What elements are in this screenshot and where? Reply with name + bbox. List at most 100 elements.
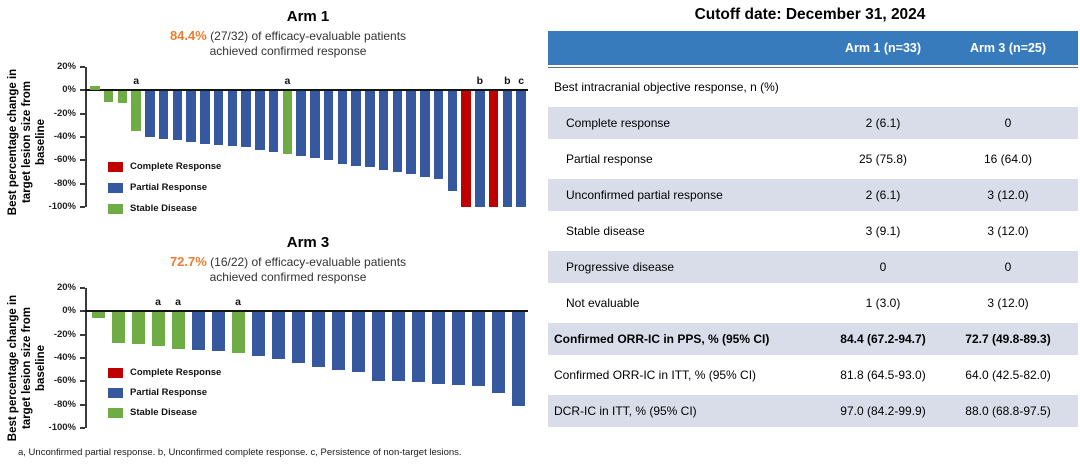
response-rate-highlight: 84.4% — [169, 28, 207, 43]
y-axis-tick-label: -60% — [53, 375, 76, 387]
waterfall-bar — [511, 312, 525, 406]
legend-label: Complete Response — [130, 367, 222, 378]
chart-subtitle-arm3: 72.7% (16/22) of efficacy-evaluable pati… — [68, 254, 508, 285]
waterfall-bar — [211, 312, 225, 351]
waterfall-bar — [475, 91, 485, 207]
waterfall-plot-arm1: 20% 0% -20% -40% -60% -80% -100% a a b b c Complete … — [49, 61, 528, 214]
legend-label: Partial Response — [130, 182, 208, 193]
y-axis-line — [85, 67, 87, 207]
table-row: Not evaluable 1 (3.0) 3 (12.0) — [548, 285, 1078, 321]
legend-item: Partial Response — [108, 182, 207, 193]
row-label: Confirmed ORR-IC in ITT, % (95% CI) — [554, 368, 757, 382]
response-table: Arm 1 (n=33) Arm 3 (n=25) Best intracran… — [548, 31, 1078, 429]
waterfall-bar — [296, 91, 306, 156]
waterfall-bar — [271, 312, 285, 360]
stable_disease-legend-swatch — [108, 407, 123, 418]
waterfall-bar — [406, 91, 416, 175]
y-axis-tick-label: 0% — [62, 305, 76, 317]
waterfall-bar — [516, 91, 526, 207]
table-row: Unconfirmed partial response 2 (6.1) 3 (12… — [548, 177, 1078, 213]
bar-annotation: b — [476, 75, 484, 88]
row-label: Not evaluable — [566, 296, 640, 310]
waterfall-bar — [227, 91, 238, 147]
arm1-value: 0 — [879, 260, 887, 274]
waterfall-bar — [171, 312, 185, 349]
waterfall-bar — [351, 91, 361, 167]
bar-annotation: a — [133, 75, 140, 88]
waterfall-bar — [371, 312, 385, 382]
y-axis-tick-label: 0% — [62, 84, 76, 96]
waterfall-bar — [323, 91, 334, 161]
waterfall-bar — [255, 91, 265, 150]
y-axis-tick-label: -20% — [53, 107, 76, 119]
zero-baseline — [85, 89, 528, 92]
table-row: Stable disease 3 (9.1) 3 (12.0) — [548, 213, 1078, 249]
legend-item: Partial Response — [108, 387, 207, 398]
arm1-value: 81.8 (64.5-93.0) — [840, 368, 926, 382]
y-axis-tick-label: -60% — [53, 154, 76, 166]
y-axis-tick — [80, 112, 85, 115]
row-label: Best intracranial objective response, n … — [554, 80, 779, 94]
subtitle-rest: (27/32) of efficacy-evaluable patients — [206, 29, 407, 43]
waterfall-bar — [251, 312, 265, 356]
y-axis-tick-label: -40% — [53, 131, 76, 142]
arm3-value: 3 (12.0) — [987, 224, 1029, 238]
complete_response-legend-swatch — [108, 367, 123, 378]
waterfall-bar — [431, 312, 445, 384]
waterfall-bar — [392, 91, 403, 172]
arm3-value: 3 (12.0) — [987, 296, 1029, 310]
waterfall-bar — [502, 91, 513, 207]
y-axis-tick — [80, 287, 85, 289]
results-table-panel: Cutoff date: December 31, 2024 Arm 1 (n=… — [540, 0, 1080, 464]
y-axis-tick-label: -100% — [48, 422, 76, 433]
subtitle-line2: achieved confirmed response — [209, 270, 367, 284]
waterfall-bar — [351, 312, 365, 372]
arm1-value: 97.0 (84.2-99.9) — [840, 404, 926, 418]
y-axis-tick — [80, 333, 85, 336]
arm1-value: 25 (75.8) — [858, 152, 908, 166]
arm3-value: 16 (64.0) — [983, 152, 1033, 166]
arm3-waterfall-chart: Arm 3 72.7% (16/22) of efficacy-evaluabl… — [0, 226, 540, 451]
waterfall-bar — [365, 91, 375, 168]
waterfall-bar — [231, 312, 245, 354]
arm1-value: 3 (9.1) — [865, 224, 901, 238]
waterfall-bar — [282, 91, 293, 155]
zero-baseline — [85, 310, 528, 313]
waterfall-bar — [331, 312, 345, 370]
waterfall-bar — [158, 91, 169, 140]
waterfall-bar — [447, 91, 458, 191]
waterfall-bar — [131, 312, 145, 344]
legend-item: Stable Disease — [108, 203, 197, 214]
waterfall-bar — [420, 91, 430, 177]
footnote: a, Unconfirmed partial response. b, Unco… — [18, 447, 462, 458]
chart-subtitle-arm1: 84.4% (27/32) of efficacy-evaluable pati… — [68, 28, 508, 59]
waterfall-bar — [172, 91, 183, 141]
table-row: DCR-IC in ITT, % (95% CI) 97.0 (84.2-99.9… — [548, 393, 1078, 429]
y-axis-title-line: Best percentage change in — [7, 68, 19, 216]
waterfall-bar — [117, 91, 128, 104]
bar-annotation: a — [175, 296, 181, 309]
row-label: Complete response — [566, 116, 671, 130]
waterfall-bar — [200, 91, 210, 144]
response-rate-highlight: 72.7% — [169, 254, 207, 269]
y-axis-title-line: target lesion size from — [21, 306, 33, 430]
y-axis-tick-label: -100% — [48, 201, 76, 212]
waterfall-bar — [213, 91, 224, 146]
y-axis-tick-label: -40% — [53, 352, 76, 363]
y-axis-line — [85, 288, 87, 428]
y-axis-tick-label: 20% — [56, 282, 76, 293]
waterfall-bar — [291, 312, 305, 363]
arm1-value: 1 (3.0) — [865, 296, 901, 310]
table-row: Partial response 25 (75.8) 16 (64.0) — [548, 141, 1078, 177]
table-row: Confirmed ORR-IC in ITT, % (95% CI) 81.8 … — [548, 357, 1078, 393]
y-axis-tick-label: -20% — [53, 328, 76, 340]
table-row: Confirmed ORR-IC in PPS, % (95% CI) 84.4 … — [548, 321, 1078, 357]
y-axis-tick-label: -80% — [53, 177, 76, 189]
waterfall-bar — [337, 91, 348, 164]
waterfall-bar — [488, 91, 499, 207]
subtitle-rest: (16/22) of efficacy-evaluable patients — [206, 255, 407, 269]
table-row: Complete response 2 (6.1) 0 — [548, 105, 1078, 141]
arm3-value: 72.7 (49.8-89.3) — [965, 332, 1051, 346]
waterfall-bar — [103, 91, 114, 102]
bar-annotation: c — [518, 75, 525, 88]
